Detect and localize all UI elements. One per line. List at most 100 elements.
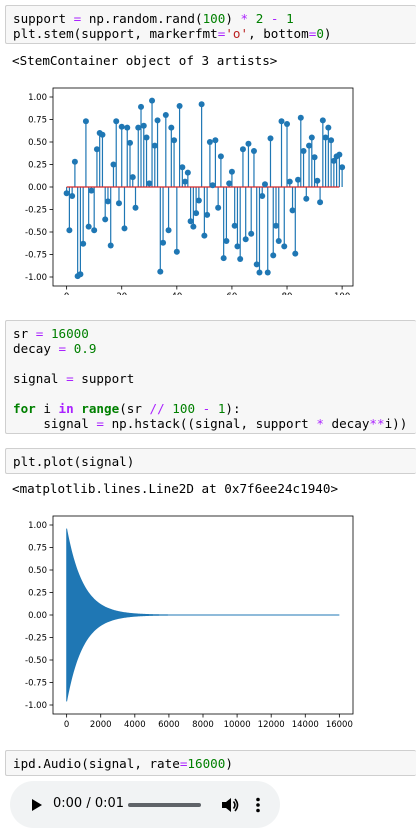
- code-token: [66, 341, 74, 356]
- stem-marker: [217, 153, 224, 160]
- stem-marker: [129, 174, 136, 181]
- y-tick-label: -0.75: [25, 679, 47, 689]
- code-editor[interactable]: ipd.Audio(signal, rate=16000): [6, 751, 416, 771]
- code-token: [195, 401, 203, 416]
- y-tick-label: 0.00: [28, 611, 47, 621]
- y-tick-label: -1.00: [25, 273, 47, 283]
- code-line: signal = support: [13, 371, 416, 386]
- stem-marker: [135, 124, 142, 131]
- code-token: support: [13, 11, 74, 26]
- y-tick-label: 0.25: [28, 161, 47, 171]
- stem-marker: [270, 252, 277, 259]
- stem-marker: [206, 139, 213, 145]
- stem-plot: 1.00 0.75 0.50 0.25 0.00 -0.25 -0.50 -0.75 -1.00…: [25, 87, 354, 295]
- y-tick-label: 0.75: [28, 116, 47, 126]
- code-token: 2: [255, 11, 264, 26]
- code-token: range: [81, 401, 120, 416]
- code-editor[interactable]: plt.plot(signal): [6, 449, 416, 469]
- code-token: -: [202, 401, 211, 416]
- code-token: [263, 11, 271, 26]
- stem-marker: [149, 97, 156, 104]
- y-tick-label: -1.00: [25, 701, 47, 711]
- code-cell-stem[interactable]: support = np.random.rand(100) * 2 - 1 plt…: [5, 5, 416, 44]
- volume-icon[interactable]: [221, 797, 239, 813]
- code-token: 1: [217, 401, 226, 416]
- stem-marker: [256, 269, 263, 276]
- stem-output-text: <StemContainer object of 3 artists>: [12, 53, 278, 68]
- code-token: =: [96, 416, 104, 431]
- stem-marker: [300, 148, 307, 154]
- stem-marker: [201, 232, 208, 239]
- code-token: for: [13, 401, 36, 416]
- stem-marker: [223, 238, 230, 244]
- code-token: 1: [286, 11, 294, 26]
- stem-marker: [330, 157, 337, 164]
- play-icon[interactable]: [30, 798, 44, 812]
- code-token: in: [58, 401, 74, 416]
- stem-marker: [284, 121, 291, 127]
- x-tick-label: 0: [64, 292, 69, 295]
- stem-marker: [286, 178, 293, 185]
- stem-marker: [228, 168, 235, 175]
- code-token: 100: [172, 401, 196, 416]
- code-token: signal: [13, 371, 67, 386]
- stem-marker: [104, 198, 111, 205]
- code-token: support: [73, 371, 135, 386]
- stem-marker: [102, 216, 109, 223]
- audio-seek-bar[interactable]: [128, 803, 201, 807]
- code-line: plt.stem(support, markerfmt='o', bottom=…: [13, 26, 416, 41]
- stem-marker: [339, 164, 346, 171]
- code-token: ): [323, 26, 332, 41]
- more-options-icon[interactable]: [255, 797, 261, 813]
- stem-marker: [209, 182, 216, 189]
- stem-marker: [317, 199, 324, 206]
- stem-marker: [215, 204, 222, 211]
- code-token: 0.9: [73, 341, 97, 356]
- stem-marker: [231, 222, 238, 229]
- stem-marker: [292, 250, 299, 257]
- x-tick-label: 8000: [192, 720, 214, 730]
- x-tick-label: 100: [334, 292, 350, 295]
- x-tick-label: 40: [171, 292, 182, 295]
- code-token: 100: [202, 11, 226, 26]
- stem-marker: [115, 200, 122, 207]
- stem-marker: [245, 140, 252, 147]
- stem-marker: [151, 142, 158, 149]
- code-token: =: [73, 11, 82, 26]
- stem-marker: [146, 180, 153, 187]
- stem-marker: [220, 255, 227, 262]
- stem-marker: [259, 193, 266, 199]
- code-line: plt.plot(signal): [13, 454, 416, 469]
- y-tick-label: -0.50: [25, 228, 47, 238]
- code-token: decay: [323, 416, 370, 431]
- stem-marker: [281, 243, 288, 250]
- code-line: [13, 386, 416, 401]
- stem-marker: [154, 117, 161, 124]
- stem-marker: [289, 207, 296, 214]
- code-line: ipd.Audio(signal, rate=16000): [13, 756, 416, 771]
- stem-marker: [267, 135, 274, 142]
- stem-marker: [126, 139, 133, 146]
- stem-marker: [143, 134, 150, 141]
- code-editor[interactable]: sr = 16000 decay = 0.9 signal = support f…: [6, 321, 416, 431]
- stem-marker: [253, 261, 260, 268]
- code-cell-audio[interactable]: ipd.Audio(signal, rate=16000): [5, 750, 416, 776]
- stem-marker: [239, 146, 246, 153]
- code-editor[interactable]: support = np.random.rand(100) * 2 - 1 plt…: [6, 6, 416, 41]
- x-tick-label: 6000: [158, 720, 180, 730]
- stem-marker: [91, 227, 98, 234]
- stem-marker: [71, 158, 78, 165]
- stem-marker: [69, 193, 76, 199]
- stem-marker: [322, 134, 329, 141]
- y-tick-label: -0.75: [25, 251, 47, 261]
- code-cell-plot[interactable]: plt.plot(signal): [5, 448, 416, 474]
- x-tick-label: 12000: [258, 720, 285, 730]
- code-cell-signal[interactable]: sr = 16000 decay = 0.9 signal = support f…: [5, 320, 416, 434]
- stem-marker: [110, 161, 117, 168]
- code-token: plt.stem(support, markerfmt: [13, 26, 218, 41]
- stem-marker: [121, 225, 128, 232]
- stem-marker: [107, 242, 114, 249]
- code-token: 'o': [225, 26, 249, 41]
- code-token: =: [179, 756, 188, 771]
- code-token: np.random.rand(: [81, 11, 203, 26]
